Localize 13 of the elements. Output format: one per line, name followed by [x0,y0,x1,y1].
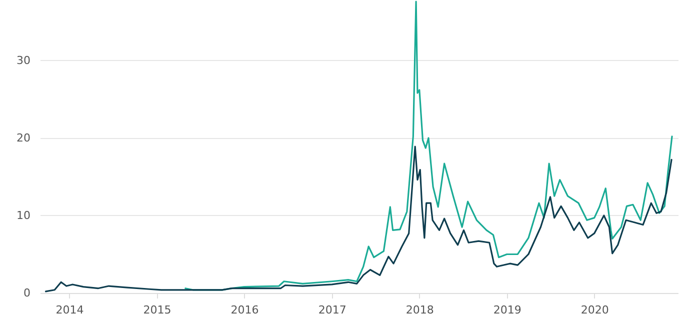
x-tick-label: 2020 [580,304,609,316]
x-tick-label: 2018 [406,304,434,316]
y-tick-label: 20 [16,131,30,144]
x-tick-label: 2015 [143,304,172,316]
line-series [44,146,672,292]
line-series [184,0,673,291]
x-tick-label: 2016 [230,304,259,316]
x-tick-label: 2019 [493,304,522,316]
y-tick-label: 30 [16,54,30,67]
y-tick-label: 0 [24,286,30,300]
x-tick-label: 2014 [56,304,84,316]
x-tick-label: 2017 [318,304,346,316]
y-tick-label: 10 [16,208,30,222]
